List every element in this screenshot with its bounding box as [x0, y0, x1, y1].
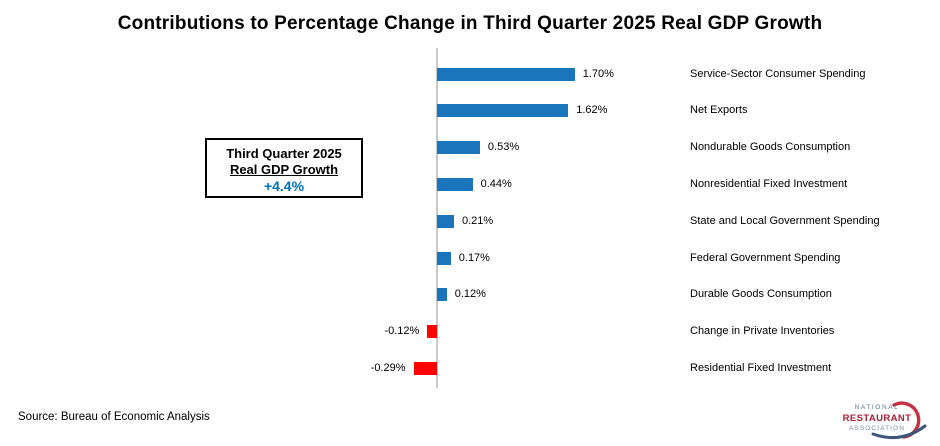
gdp-callout-box: Third Quarter 2025 Real GDP Growth +4.4% — [205, 138, 363, 198]
value-label: -0.12% — [384, 325, 420, 338]
logo-association-text: ASSOCIATION — [848, 425, 906, 432]
category-label: Durable Goods Consumption — [690, 288, 832, 301]
value-label: 0.53% — [487, 141, 520, 154]
logo-wordmark: NATIONAL RESTAURANT ASSOCIATION — [833, 404, 921, 433]
category-label: Residential Fixed Investment — [690, 361, 832, 374]
value-label: 0.21% — [462, 214, 494, 227]
category-label: Net Exports — [690, 104, 748, 117]
bar-negative — [413, 361, 437, 375]
source-text: Source: Bureau of Economic Analysis — [18, 411, 210, 423]
value-label: 0.17% — [458, 251, 490, 264]
value-label: 0.44% — [480, 177, 512, 190]
value-label: 1.70% — [582, 67, 614, 80]
bar-positive — [437, 251, 451, 265]
category-label: State and Local Government Spending — [690, 214, 880, 227]
category-label: Nonresidential Fixed Investment — [690, 177, 848, 190]
callout-line1: Third Quarter 2025 — [226, 146, 342, 161]
category-label: Federal Government Spending — [690, 251, 841, 264]
chart-title: Contributions to Percentage Change in Th… — [117, 13, 823, 34]
bar-positive — [437, 214, 454, 228]
value-label: 0.12% — [454, 288, 486, 301]
bar-positive — [437, 177, 473, 191]
callout-value: +4.4% — [263, 178, 305, 194]
category-label: Change in Private Inventories — [690, 325, 835, 338]
bar-positive — [437, 104, 569, 118]
category-label: Service-Sector Consumer Spending — [690, 67, 866, 80]
category-label: Nondurable Goods Consumption — [690, 141, 851, 154]
nra-logo: NATIONAL RESTAURANT ASSOCIATION — [833, 397, 937, 444]
logo-national-text: NATIONAL — [854, 404, 900, 411]
bar-positive — [437, 141, 480, 155]
logo-restaurant-text: RESTAURANT — [842, 413, 912, 424]
value-label: -0.29% — [370, 361, 406, 374]
callout-line2: Real GDP Growth — [229, 162, 339, 177]
bar-positive — [437, 288, 447, 302]
bar-positive — [437, 67, 575, 81]
value-label: 1.62% — [576, 104, 608, 117]
logo-swoosh-icon — [871, 401, 927, 440]
bar-negative — [427, 325, 437, 339]
